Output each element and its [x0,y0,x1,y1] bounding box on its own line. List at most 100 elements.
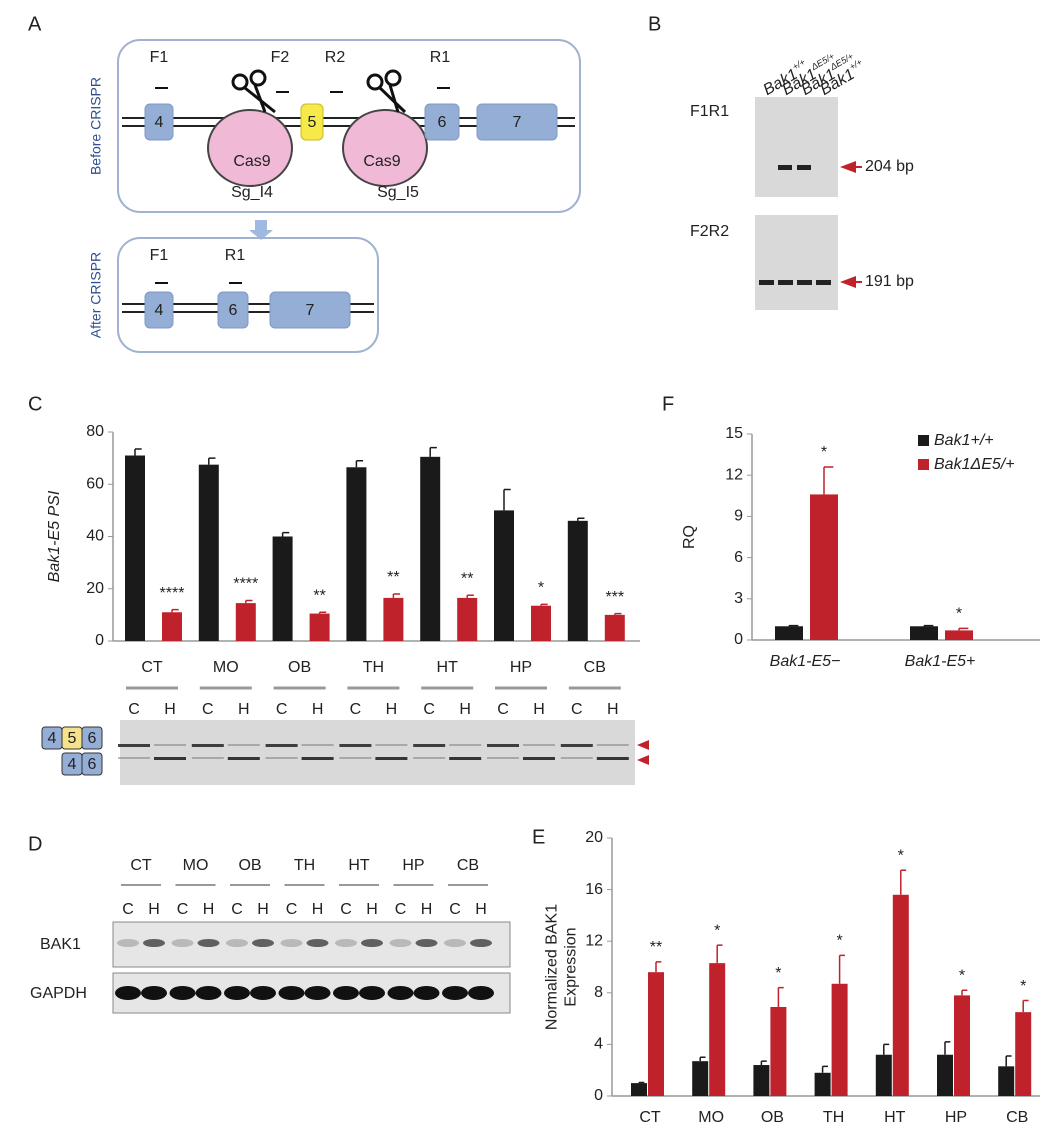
bar [753,1065,770,1096]
bar [1015,1012,1032,1096]
blot-band [226,939,248,947]
cas9-label: Cas9 [363,153,400,170]
arrow [249,220,273,240]
error-bar [392,593,401,598]
gel-band [191,744,224,747]
panel-label: F [662,393,674,415]
primer-label: R2 [325,49,346,66]
blot-band [171,939,194,947]
gel-band [339,744,372,747]
primer-label: R1 [225,247,246,264]
blot-band [252,939,274,947]
lane-label: H [164,701,176,718]
exon-label: 6 [438,114,447,131]
lane-label: H [366,901,378,918]
error-bar [171,608,179,613]
x-tick-label: OB [288,659,311,676]
error-bar [134,448,142,456]
gel-band [596,744,629,746]
error-bar [716,944,723,964]
tissue-label: HT [348,857,370,874]
error-bar [1022,999,1029,1013]
tissue-label: TH [294,857,315,874]
error-bar [503,488,511,511]
lane-label: C [128,701,140,718]
error-bar [900,869,907,895]
lane-label: C [423,701,435,718]
gel-band [339,757,372,759]
bar [198,464,219,641]
blot-band [442,986,468,1000]
exon-label: 6 [229,302,238,319]
bar [531,605,551,641]
primer-label: R1 [430,49,451,66]
lane-label: H [459,701,471,718]
significance: *** [605,589,624,606]
significance: **** [233,576,258,593]
blot-band [143,939,165,947]
exon-label: 5 [308,114,317,131]
legend-label: Bak1ΔE5/+ [934,456,1015,473]
bar [875,1054,892,1096]
cas9 [342,109,428,187]
blot-band [361,939,383,947]
x-tick-label: CT [141,659,163,676]
y-tick-label: 4 [594,1036,603,1053]
exon-label: 7 [513,114,522,131]
exon-label: 4 [155,114,164,131]
blot-band [278,986,305,1000]
lane-label: H [386,701,398,718]
bar [457,597,478,641]
after-box [117,237,379,353]
exon [217,291,249,329]
y-tick-label: 20 [585,829,603,846]
exon [81,726,103,750]
lane-label: H [607,701,619,718]
significance: ** [461,571,473,588]
error-bar [245,599,253,604]
lane-label: C [231,901,243,918]
exon-label: 6 [88,756,97,773]
blot-band [280,939,303,947]
error-bar [318,611,327,614]
gel-band [487,757,519,759]
bar [567,520,588,641]
x-tick-label: CB [1006,1109,1028,1126]
primer-label: F2 [271,49,290,66]
lane-label: H [203,901,215,918]
significance: ** [650,939,662,956]
panel-label: D [28,833,42,855]
error-bar [466,594,474,598]
y-tick-label: 0 [734,631,743,648]
y-tick-label: 12 [725,466,743,483]
arrow [637,740,649,765]
exon-label: 5 [68,730,77,747]
x-tick-label: CB [584,659,606,676]
gel-band [596,757,629,760]
exon-label: 4 [68,756,77,773]
bar [770,1006,787,1096]
lane-label: C [395,901,407,918]
bar [494,510,514,641]
gel-band [154,744,186,746]
y-tick-label: 80 [86,423,104,440]
lane-label: C [276,701,288,718]
y-axis-label: Normalized BAK1 Expression [544,904,580,1030]
y-tick-label: 12 [585,932,603,949]
tissue-label: MO [183,857,209,874]
blot-band [197,939,220,947]
primer-pair: F2R2 [690,223,729,240]
error-bar [638,1081,645,1084]
bar [309,613,330,641]
error-bar [788,624,799,627]
gel-band [265,757,298,759]
bar [775,626,803,640]
blot-band [195,986,222,1000]
panel-label: C [28,393,42,415]
x-tick-label: HT [884,1109,906,1126]
y-tick-label: 0 [95,632,104,649]
error-bar [958,627,969,631]
lane-label: H [533,701,545,718]
bar [383,597,404,641]
